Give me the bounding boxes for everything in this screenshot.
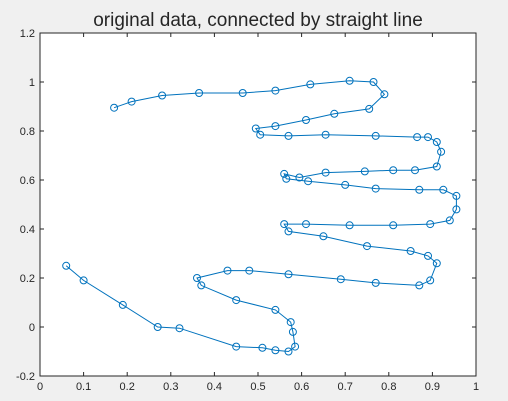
data-point-marker bbox=[365, 104, 374, 113]
data-point-marker bbox=[306, 80, 315, 89]
data-point-marker bbox=[284, 270, 293, 279]
data-point-marker bbox=[280, 169, 289, 178]
data-point-marker bbox=[127, 97, 136, 106]
axes-box bbox=[39, 32, 477, 377]
data-point-marker bbox=[284, 347, 293, 356]
y-tick-label: -0.2 bbox=[16, 371, 35, 383]
y-tick-label: 0.6 bbox=[20, 175, 35, 187]
y-tick-label: 0.4 bbox=[20, 224, 35, 236]
data-point-marker bbox=[415, 185, 424, 194]
data-point-marker bbox=[280, 220, 289, 229]
y-tick-label: 0.2 bbox=[20, 273, 35, 285]
data-point-marker bbox=[245, 266, 254, 275]
y-tick-label: 0 bbox=[29, 322, 35, 334]
x-tick-label: 0.6 bbox=[294, 381, 309, 393]
y-tick-label: 1.2 bbox=[20, 28, 35, 40]
data-point-marker bbox=[445, 216, 454, 225]
data-point-marker bbox=[424, 133, 432, 142]
x-tick-label: 0.8 bbox=[381, 381, 396, 393]
data-point-marker bbox=[195, 89, 204, 97]
data-point-marker bbox=[437, 147, 446, 156]
data-point-marker bbox=[118, 300, 127, 309]
data-point-marker bbox=[302, 116, 310, 124]
y-tick-label: 1 bbox=[29, 77, 35, 89]
data-point-marker bbox=[389, 166, 398, 175]
data-point-marker bbox=[360, 167, 369, 176]
data-point-marker bbox=[158, 91, 167, 100]
data-point-marker bbox=[439, 185, 448, 194]
data-point-marker bbox=[330, 109, 339, 118]
data-point-marker bbox=[380, 90, 389, 99]
data-point-marker bbox=[282, 174, 291, 183]
x-tick-label: 0.9 bbox=[425, 381, 440, 393]
data-point-marker bbox=[256, 130, 265, 139]
data-point-marker bbox=[223, 266, 232, 275]
data-point-marker bbox=[79, 276, 88, 285]
data-point-marker bbox=[371, 184, 380, 193]
data-point-marker bbox=[110, 103, 119, 112]
data-point-marker bbox=[341, 180, 350, 189]
plot-area bbox=[40, 33, 476, 376]
data-point-marker bbox=[426, 276, 435, 285]
data-point-marker bbox=[319, 232, 328, 241]
x-tick-label: 0.5 bbox=[250, 381, 265, 393]
x-tick-label: 0.1 bbox=[76, 381, 91, 393]
data-point-marker bbox=[62, 261, 71, 270]
data-point-marker bbox=[258, 343, 267, 352]
data-point-marker bbox=[302, 220, 310, 229]
data-point-marker bbox=[295, 173, 304, 182]
data-point-marker bbox=[345, 76, 354, 85]
data-point-marker bbox=[232, 296, 241, 305]
data-point-marker bbox=[286, 318, 295, 327]
data-point-marker bbox=[406, 247, 415, 255]
x-tick-label: 0.4 bbox=[207, 381, 222, 393]
data-point-marker bbox=[291, 342, 300, 351]
x-tick-label: 0.3 bbox=[163, 381, 178, 393]
data-point-marker bbox=[321, 168, 330, 177]
data-point-marker bbox=[432, 162, 441, 171]
data-point-marker bbox=[153, 323, 162, 331]
data-point-marker bbox=[432, 259, 441, 268]
data-point-marker bbox=[271, 86, 280, 95]
data-point-marker bbox=[321, 130, 330, 139]
data-point-marker bbox=[284, 227, 293, 236]
data-point-marker bbox=[369, 78, 378, 86]
data-point-marker bbox=[288, 327, 297, 336]
data-point-marker bbox=[304, 177, 313, 186]
x-tick-label: 0.7 bbox=[338, 381, 353, 393]
x-tick-label: 1 bbox=[473, 381, 479, 393]
data-point-marker bbox=[271, 122, 280, 131]
data-point-marker bbox=[371, 278, 380, 287]
data-point-marker bbox=[415, 281, 424, 290]
y-tick-label: 0.8 bbox=[20, 126, 35, 138]
data-point-marker bbox=[271, 346, 280, 355]
data-point-marker bbox=[232, 342, 241, 351]
chart-title: original data, connected by straight lin… bbox=[93, 10, 423, 31]
data-point-marker bbox=[413, 133, 422, 142]
data-point-marker bbox=[371, 131, 380, 140]
x-tick-label: 0.2 bbox=[120, 381, 135, 393]
x-tick-label: 0 bbox=[37, 381, 43, 393]
series-line bbox=[65, 80, 457, 353]
data-point-marker bbox=[389, 221, 398, 230]
data-point-marker bbox=[271, 305, 280, 314]
data-point-marker bbox=[452, 191, 461, 200]
data-point-marker bbox=[363, 242, 371, 251]
data-point-marker bbox=[336, 275, 345, 284]
data-point-marker bbox=[345, 221, 354, 230]
data-point-marker bbox=[426, 220, 435, 229]
series-layer bbox=[62, 76, 461, 356]
data-point-marker bbox=[175, 324, 184, 333]
data-point-marker bbox=[284, 131, 293, 140]
data-point-marker bbox=[424, 251, 432, 260]
data-point-marker bbox=[452, 205, 461, 214]
data-point-marker bbox=[251, 124, 260, 133]
data-point-marker bbox=[432, 138, 441, 146]
data-point-marker bbox=[238, 89, 247, 97]
data-point-marker bbox=[411, 166, 419, 175]
data-point-marker bbox=[193, 274, 201, 282]
data-point-marker bbox=[197, 281, 206, 290]
